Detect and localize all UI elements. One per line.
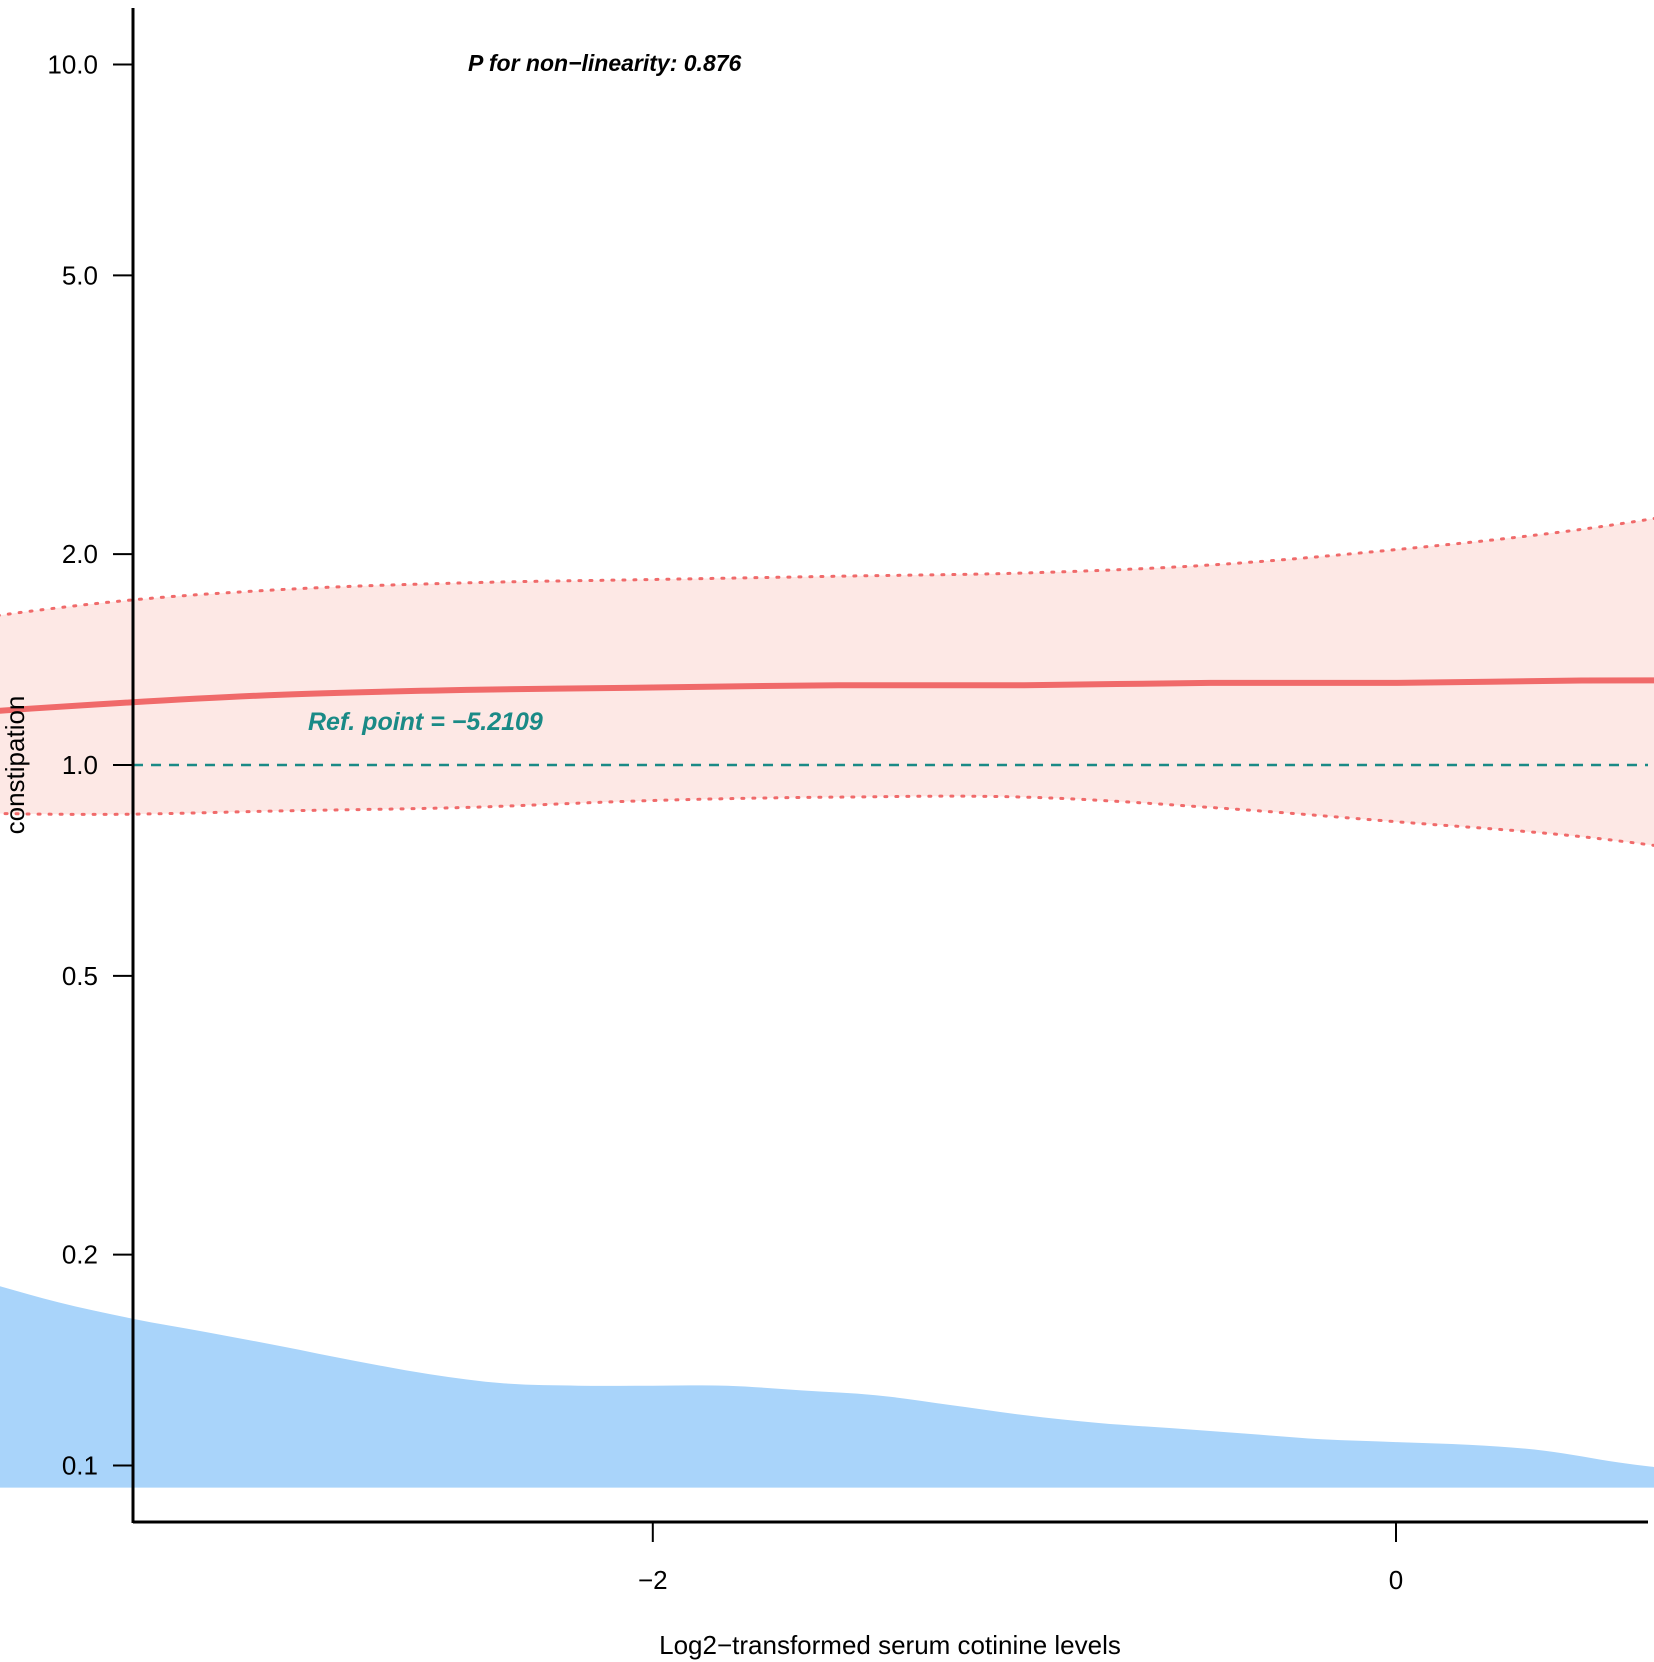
x-tick-label: 0	[1389, 1565, 1403, 1595]
x-axis-ticks: −6−4−20	[638, 1522, 1403, 1595]
y-tick-label: 0.2	[62, 1240, 98, 1270]
x-axis-title: Log2−transformed serum cotinine levels	[659, 1630, 1121, 1660]
confidence-band-fill	[0, 518, 1654, 846]
upper-ci-line	[0, 517, 1654, 617]
y-tick-label: 2.0	[62, 539, 98, 569]
p-nonlinearity-annotation: P for non−linearity: 0.876	[468, 50, 742, 76]
density-layer	[0, 1286, 1654, 1488]
y-tick-label: 5.0	[62, 260, 98, 290]
or-line-layer	[0, 677, 1654, 714]
y-tick-label: 0.5	[62, 961, 98, 991]
confidence-band-layer	[0, 517, 1654, 847]
reference-lines	[133, 763, 1648, 767]
ref-point-annotation: Ref. point = −5.2109	[308, 708, 543, 736]
or-curve	[0, 677, 1654, 714]
y-axis-title: constipation	[0, 696, 30, 835]
x-tick-label: −2	[638, 1565, 668, 1595]
y-tick-label: 1.0	[62, 750, 98, 780]
y-tick-label: 0.1	[62, 1451, 98, 1481]
lower-ci-line	[0, 794, 1654, 847]
axes: −6−4−20 0.10.20.51.02.05.010.0	[47, 8, 1648, 1595]
y-axis-ticks: 0.1 0.2 0.5 1.0 2.0 5.0 10.0	[47, 50, 133, 1481]
y-tick-label: 10.0	[47, 50, 98, 80]
density-area	[0, 1286, 1654, 1488]
